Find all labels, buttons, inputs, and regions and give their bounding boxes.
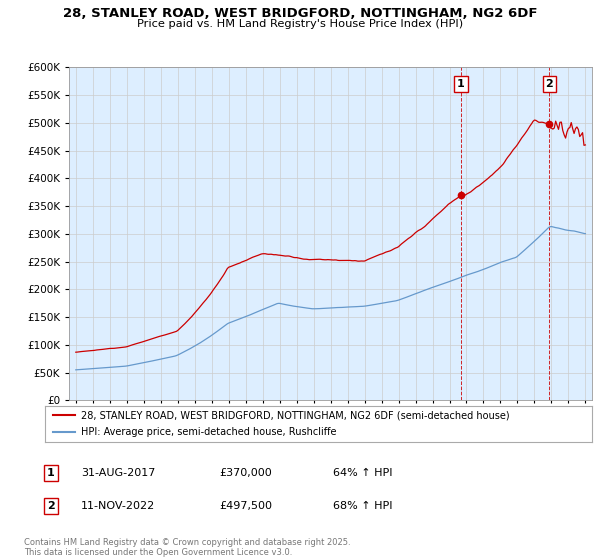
Text: HPI: Average price, semi-detached house, Rushcliffe: HPI: Average price, semi-detached house,… (80, 427, 336, 437)
Text: 28, STANLEY ROAD, WEST BRIDGFORD, NOTTINGHAM, NG2 6DF (semi-detached house): 28, STANLEY ROAD, WEST BRIDGFORD, NOTTIN… (80, 410, 509, 420)
Text: £370,000: £370,000 (219, 468, 272, 478)
Text: Price paid vs. HM Land Registry's House Price Index (HPI): Price paid vs. HM Land Registry's House … (137, 19, 463, 29)
Text: 64% ↑ HPI: 64% ↑ HPI (333, 468, 392, 478)
Text: 31-AUG-2017: 31-AUG-2017 (81, 468, 155, 478)
Text: £497,500: £497,500 (219, 501, 272, 511)
Text: Contains HM Land Registry data © Crown copyright and database right 2025.
This d: Contains HM Land Registry data © Crown c… (24, 538, 350, 557)
Text: 2: 2 (47, 501, 55, 511)
Text: 1: 1 (47, 468, 55, 478)
Text: 1: 1 (457, 79, 465, 89)
Text: 11-NOV-2022: 11-NOV-2022 (81, 501, 155, 511)
Text: 2: 2 (545, 79, 553, 89)
Text: 28, STANLEY ROAD, WEST BRIDGFORD, NOTTINGHAM, NG2 6DF: 28, STANLEY ROAD, WEST BRIDGFORD, NOTTIN… (63, 7, 537, 20)
Text: 68% ↑ HPI: 68% ↑ HPI (333, 501, 392, 511)
